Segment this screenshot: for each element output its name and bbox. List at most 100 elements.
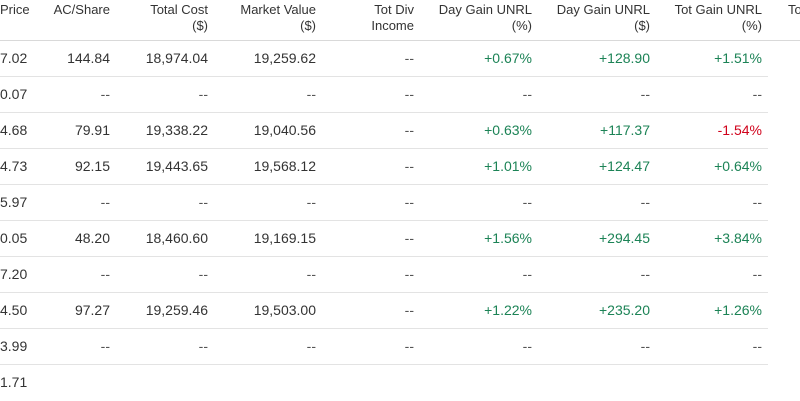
col-header-day-gain-usd[interactable]: Day Gain UNRL ($) xyxy=(538,0,656,41)
cell-market-value xyxy=(214,364,322,400)
col-header-price[interactable]: Price xyxy=(0,0,30,41)
table-row[interactable]: 0.07 -- -- -- -- -- -- -- xyxy=(0,76,800,113)
cell-day-gain-pct: -- xyxy=(420,256,538,293)
cell-market-value: 19,040.56 xyxy=(214,112,322,149)
cell-total-cost: 19,338.22 xyxy=(116,112,214,149)
cell-tot xyxy=(768,328,800,364)
col-header-tot-truncated[interactable]: Tot xyxy=(768,0,800,41)
cell-day-gain-pct: +0.67% xyxy=(420,40,538,77)
cell-day-gain-pct: +1.22% xyxy=(420,292,538,329)
cell-ac-share: 48.20 xyxy=(28,220,116,257)
cell-tot-gain-pct: -- xyxy=(656,256,768,293)
cell-tot-div-income xyxy=(322,364,420,400)
table-row[interactable]: 5.97 -- -- -- -- -- -- -- xyxy=(0,184,800,221)
cell-tot-div-income: -- xyxy=(322,184,420,221)
cell-market-value: -- xyxy=(214,256,322,293)
cell-tot-gain-pct: -- xyxy=(656,184,768,221)
cell-tot-gain-pct: +1.51% xyxy=(656,40,768,77)
cell-tot-gain-pct: -- xyxy=(656,76,768,113)
cell-day-gain-pct: +1.01% xyxy=(420,148,538,185)
cell-price: 5.97 xyxy=(0,184,28,221)
col-header-day-gain-pct[interactable]: Day Gain UNRL (%) xyxy=(420,0,538,41)
cell-market-value: -- xyxy=(214,76,322,113)
cell-market-value: 19,568.12 xyxy=(214,148,322,185)
cell-tot-div-income: -- xyxy=(322,220,420,257)
table-row[interactable]: 3.99 -- -- -- -- -- -- -- xyxy=(0,328,800,365)
cell-tot-gain-pct: +0.64% xyxy=(656,148,768,185)
cell-ac-share: 79.91 xyxy=(28,112,116,149)
cell-day-gain-usd: -- xyxy=(538,328,656,365)
cell-tot-div-income: -- xyxy=(322,76,420,113)
table-row[interactable]: 4.73 92.15 19,443.65 19,568.12 -- +1.01% +124.… xyxy=(0,148,800,185)
cell-day-gain-pct: +0.63% xyxy=(420,112,538,149)
col-header-total-cost[interactable]: Total Cost ($) xyxy=(116,0,214,41)
cell-market-value: 19,169.15 xyxy=(214,220,322,257)
cell-market-value: -- xyxy=(214,328,322,365)
cell-tot-gain-pct: +1.26% xyxy=(656,292,768,329)
header-row: Price AC/Share Total Cost ($) Market Valu… xyxy=(0,0,800,41)
cell-day-gain-usd: +117.37 xyxy=(538,112,656,149)
cell-total-cost: -- xyxy=(116,184,214,221)
col-header-tot-div-income[interactable]: Tot Div Income xyxy=(322,0,420,41)
cell-price: 0.05 xyxy=(0,220,28,257)
cell-tot-gain-pct xyxy=(656,364,768,400)
cell-tot-div-income: -- xyxy=(322,40,420,77)
cell-day-gain-usd: -- xyxy=(538,256,656,293)
cell-market-value: -- xyxy=(214,184,322,221)
cell-day-gain-pct xyxy=(420,364,538,400)
cell-day-gain-usd: +294.45 xyxy=(538,220,656,257)
cell-total-cost: 18,460.60 xyxy=(116,220,214,257)
cell-day-gain-pct: +1.56% xyxy=(420,220,538,257)
cell-tot-div-income: -- xyxy=(322,256,420,293)
col-header-ac-share[interactable]: AC/Share xyxy=(28,0,116,41)
col-header-tot-gain-pct[interactable]: Tot Gain UNRL (%) xyxy=(656,0,768,41)
cell-tot-gain-pct: -- xyxy=(656,328,768,365)
table-row[interactable]: 4.50 97.27 19,259.46 19,503.00 -- +1.22% +235.… xyxy=(0,292,800,329)
cell-ac-share xyxy=(28,364,116,400)
cell-tot xyxy=(768,364,800,400)
cell-tot xyxy=(768,76,800,112)
cell-price: 7.20 xyxy=(0,256,28,293)
table-row[interactable]: 1.71 xyxy=(0,364,800,400)
cell-total-cost: -- xyxy=(116,256,214,293)
cell-tot xyxy=(768,256,800,292)
table-row[interactable]: 4.68 79.91 19,338.22 19,040.56 -- +0.63% +117.… xyxy=(0,112,800,149)
cell-tot-div-income: -- xyxy=(322,292,420,329)
cell-price: 4.68 xyxy=(0,112,28,149)
cell-total-cost: -- xyxy=(116,328,214,365)
cell-total-cost: 18,974.04 xyxy=(116,40,214,77)
cell-tot-gain-pct: -1.54% xyxy=(656,112,768,149)
cell-price: 1.71 xyxy=(0,374,28,391)
cell-tot xyxy=(768,184,800,220)
cell-ac-share: 92.15 xyxy=(28,148,116,185)
cell-tot xyxy=(768,112,800,148)
table-row[interactable]: 0.05 48.20 18,460.60 19,169.15 -- +1.56% +294.… xyxy=(0,220,800,257)
cell-tot-div-income: -- xyxy=(322,148,420,185)
cell-ac-share: -- xyxy=(28,256,116,293)
cell-day-gain-usd: +235.20 xyxy=(538,292,656,329)
cell-price: 4.73 xyxy=(0,148,28,185)
cell-ac-share: 144.84 xyxy=(28,40,116,77)
cell-tot-gain-pct: +3.84% xyxy=(656,220,768,257)
table-row[interactable]: 7.20 -- -- -- -- -- -- -- xyxy=(0,256,800,293)
cell-tot xyxy=(768,148,800,184)
cell-day-gain-usd: +124.47 xyxy=(538,148,656,185)
cell-total-cost: 19,443.65 xyxy=(116,148,214,185)
table-row[interactable]: 7.02 144.84 18,974.04 19,259.62 -- +0.67% +128… xyxy=(0,40,800,77)
cell-price: 3.99 xyxy=(0,328,28,365)
cell-tot xyxy=(768,292,800,328)
cell-day-gain-usd: -- xyxy=(538,76,656,113)
cell-day-gain-usd: -- xyxy=(538,184,656,221)
cell-price: 0.07 xyxy=(0,76,28,113)
cell-tot xyxy=(768,220,800,256)
cell-tot-div-income: -- xyxy=(322,112,420,149)
col-header-market-value[interactable]: Market Value ($) xyxy=(214,0,322,41)
cell-ac-share: -- xyxy=(28,184,116,221)
cell-total-cost: -- xyxy=(116,76,214,113)
cell-day-gain-pct: -- xyxy=(420,328,538,365)
cell-total-cost: 19,259.46 xyxy=(116,292,214,329)
cell-price: 4.50 xyxy=(0,292,28,329)
cell-ac-share: -- xyxy=(28,328,116,365)
cell-market-value: 19,503.00 xyxy=(214,292,322,329)
